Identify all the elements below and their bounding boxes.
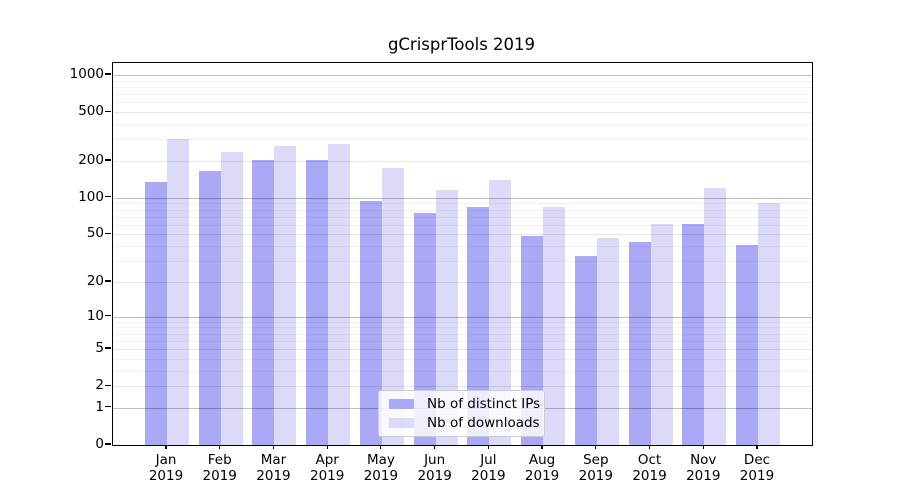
bar-ips-sep — [574, 256, 597, 445]
bar-ips-nov — [682, 223, 705, 445]
x-tick-mark-jun — [434, 444, 436, 449]
bar-downloads-nov — [704, 188, 727, 445]
y-tick-label-10: 10 — [86, 307, 104, 324]
bar-downloads-jan — [167, 139, 189, 445]
x-tick-mark-may — [380, 444, 382, 449]
bar-ips-jul — [467, 207, 490, 445]
x-tick-label-nov: Nov 2019 — [686, 452, 721, 484]
bar-downloads-aug — [543, 207, 566, 445]
bar-downloads-sep — [596, 237, 619, 445]
x-tick-label-feb: Feb 2019 — [202, 452, 237, 484]
x-tick-mark-nov — [702, 444, 704, 449]
x-tick-mark-apr — [326, 444, 328, 449]
y-tick-mark-0 — [105, 443, 111, 445]
x-tick-mark-dec — [756, 444, 758, 449]
bar-downloads-jun — [435, 189, 458, 445]
bar-ips-mar — [252, 159, 275, 445]
y-tick-mark-200 — [105, 159, 111, 161]
y-tick-mark-20 — [105, 280, 111, 282]
y-tick-mark-1 — [105, 406, 111, 408]
x-tick-mark-jul — [487, 444, 489, 449]
x-tick-label-jan: Jan 2019 — [148, 452, 184, 484]
x-tick-mark-sep — [595, 444, 597, 449]
y-tick-label-0: 0 — [95, 436, 104, 452]
bar-ips-jan — [145, 181, 167, 445]
x-tick-mark-oct — [648, 444, 651, 449]
x-tick-label-oct: Oct 2019 — [632, 452, 667, 484]
bar-downloads-apr — [328, 144, 351, 445]
bar-ips-dec — [735, 244, 758, 445]
legend-entry-downloads: Nb of downloads — [385, 415, 540, 432]
x-tick-mark-feb — [219, 444, 221, 449]
y-tick-label-20: 20 — [86, 272, 104, 289]
x-tick-label-jul: Jul 2019 — [471, 452, 506, 484]
y-tick-mark-1000 — [105, 73, 111, 75]
x-tick-label-sep: Sep 2019 — [578, 452, 613, 484]
y-tick-label-5: 5 — [95, 340, 104, 357]
legend-swatch-downloads — [389, 418, 414, 429]
y-tick-label-100: 100 — [78, 188, 104, 205]
y-tick-label-500: 500 — [78, 103, 104, 120]
y-tick-label-200: 200 — [78, 152, 104, 169]
x-tick-label-mar: Mar 2019 — [256, 452, 291, 484]
y-tick-label-50: 50 — [86, 225, 104, 242]
y-tick-mark-5 — [105, 347, 111, 349]
bar-ips-jun — [413, 213, 436, 445]
y-tick-mark-50 — [105, 232, 111, 235]
x-tick-label-jun: Jun 2019 — [417, 452, 452, 484]
bar-ips-may — [359, 200, 382, 445]
bar-downloads-may — [381, 168, 404, 445]
x-tick-mark-aug — [541, 444, 543, 449]
bar-ips-apr — [306, 159, 329, 445]
x-tick-label-may: May 2019 — [363, 452, 399, 484]
plot-area — [112, 62, 813, 446]
legend-entry-distinct-ips: Nb of distinct IPs — [385, 395, 541, 412]
y-tick-mark-100 — [105, 196, 111, 198]
bar-downloads-jul — [489, 180, 512, 445]
x-tick-label-apr: Apr 2019 — [309, 452, 345, 484]
x-tick-mark-mar — [272, 444, 275, 449]
legend-swatch-distinct-ips — [389, 398, 414, 409]
x-tick-mark-jan — [165, 444, 167, 449]
legend-label-distinct-ips: Nb of distinct IPs — [427, 395, 541, 412]
bar-ips-oct — [628, 242, 651, 445]
legend-label-downloads: Nb of downloads — [427, 415, 540, 432]
bars-layer — [113, 63, 812, 445]
y-tick-label-1000: 1000 — [69, 66, 104, 83]
bar-downloads-feb — [220, 152, 243, 445]
y-tick-mark-500 — [105, 110, 111, 112]
y-tick-label-2: 2 — [95, 377, 104, 394]
x-tick-label-dec: Dec 2019 — [739, 452, 775, 484]
y-tick-mark-10 — [105, 314, 111, 317]
bar-downloads-dec — [757, 203, 780, 445]
chart-title: gCrisprTools 2019 — [387, 35, 536, 54]
y-tick-label-1: 1 — [95, 398, 104, 415]
y-tick-mark-2 — [105, 384, 111, 386]
bar-downloads-oct — [650, 223, 673, 445]
legend: Nb of distinct IPs Nb of downloads — [378, 390, 545, 437]
bar-downloads-mar — [274, 146, 297, 445]
bar-ips-feb — [198, 171, 221, 445]
x-tick-label-aug: Aug 2019 — [524, 452, 560, 484]
